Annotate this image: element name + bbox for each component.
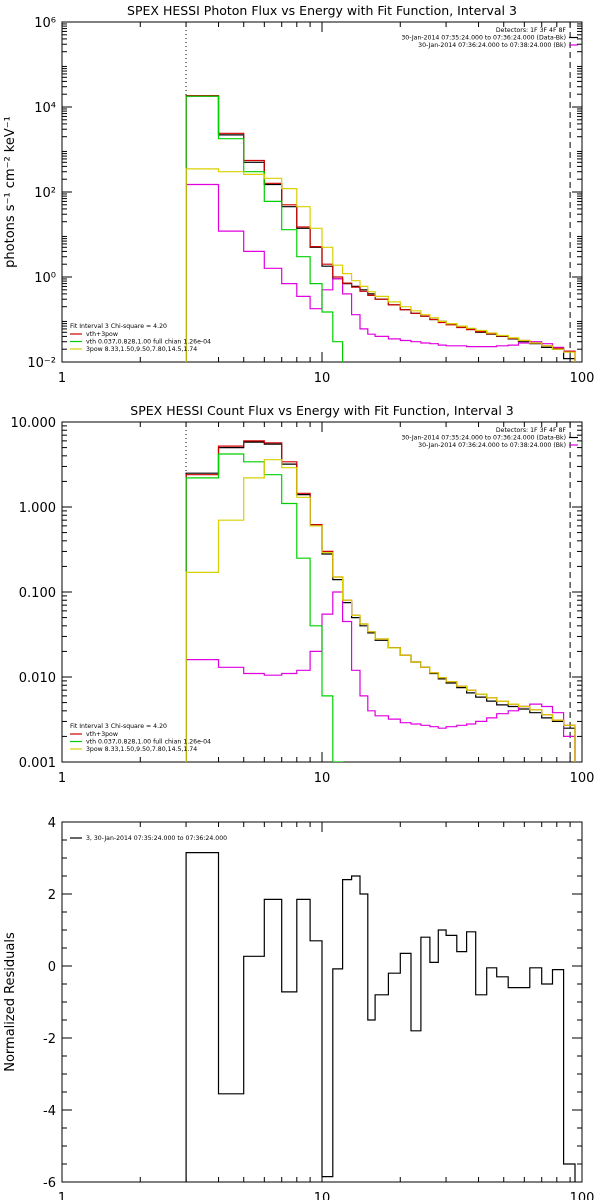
y-tick-label: -6 xyxy=(43,1176,56,1191)
vth-3pow-series-line xyxy=(185,95,576,362)
legend-topright-text: Detectors: 1F 3F 4F 8F xyxy=(496,27,567,34)
fit-legend-entry: vth+3pow xyxy=(86,731,118,738)
series-group xyxy=(185,852,576,1182)
legend-topright-text: 30-Jan-2014 07:35:24.000 to 07:36:24.000… xyxy=(401,35,566,42)
data-bk-series-line xyxy=(185,441,576,762)
y-tick-label: 2 xyxy=(48,888,56,903)
y-tick-label: 10⁴ xyxy=(34,101,56,116)
chart-title: SPEX HESSI Count Flux vs Energy with Fit… xyxy=(130,403,513,418)
vth-series-line xyxy=(185,453,344,762)
y-tick-label: 10⁰ xyxy=(34,271,56,286)
data-bk-series-line xyxy=(185,95,576,362)
legend-topright-text: Detectors: 1F 3F 4F 8F xyxy=(496,427,567,434)
fit-legend-entry: 3pow 8.33,1.50,9.50,7.80,14.5,1.74 xyxy=(86,346,197,353)
legend-topright-text: 30-Jan-2014 07:35:24.000 to 07:36:24.000… xyxy=(401,435,566,442)
x-tick-label: 1 xyxy=(58,771,66,786)
3pow-series-line xyxy=(185,459,576,762)
y-tick-label: 0.001 xyxy=(19,756,56,771)
legend-topright-text: 30-Jan-2014 07:36:24.000 to 07:38:24.000… xyxy=(418,442,566,449)
bk-series-line xyxy=(185,183,576,362)
photon-flux-chart: SPEX HESSI Photon Flux vs Energy with Fi… xyxy=(3,3,595,386)
3pow-series-line xyxy=(185,168,576,362)
vth-series-line xyxy=(185,95,344,362)
chart-title: SPEX HESSI Photon Flux vs Energy with Fi… xyxy=(127,3,517,18)
y-tick-label: 4 xyxy=(48,816,56,831)
residual-series-line xyxy=(185,852,576,1182)
y-tick-label: -2 xyxy=(43,1032,56,1047)
bk-series-line xyxy=(185,591,576,762)
vth-3pow-series-line xyxy=(185,440,576,762)
y-axis-label: Normalized Residuals xyxy=(3,932,18,1072)
count-flux-chart: SPEX HESSI Count Flux vs Energy with Fit… xyxy=(11,403,595,786)
y-tick-label: 1.000 xyxy=(19,501,56,516)
fit-legend-entry: 3pow 8.33,1.50,9.50,7.80,14.5,1.74 xyxy=(86,746,197,753)
x-tick-label: 10 xyxy=(314,1191,331,1200)
x-tick-label: 10 xyxy=(314,371,331,386)
x-tick-label: 100 xyxy=(570,1191,595,1200)
y-tick-label: 10⁶ xyxy=(34,16,56,31)
x-tick-label: 100 xyxy=(570,771,595,786)
residual-legend-text: 3, 30-Jan-2014 07:35:24.000 to 07:36:24.… xyxy=(86,835,227,842)
x-tick-label: 1 xyxy=(58,371,66,386)
legend-topright-text: 30-Jan-2014 07:36:24.000 to 07:38:24.000… xyxy=(418,42,566,49)
series-group xyxy=(185,95,576,362)
fit-legend-entry: vth 0.037,0.828,1.00 full chian 1.26e-04 xyxy=(86,339,211,346)
y-tick-label: 10⁻² xyxy=(27,356,56,371)
y-tick-label: 0.100 xyxy=(19,586,56,601)
fit-legend-header: Fit Interval 3 Chi-square = 4.20 xyxy=(70,323,167,330)
y-tick-label: -4 xyxy=(43,1104,56,1119)
plot-frame xyxy=(61,421,583,763)
fit-legend-header: Fit Interval 3 Chi-square = 4.20 xyxy=(70,723,167,730)
fit-legend-entry: vth+3pow xyxy=(86,331,118,338)
y-tick-label: 10² xyxy=(34,186,56,201)
fit-legend-entry: vth 0.037,0.828,1.00 full chian 1.26e-04 xyxy=(86,739,211,746)
y-tick-label: 0.010 xyxy=(19,671,56,686)
x-tick-label: 100 xyxy=(570,371,595,386)
y-tick-label: 10.000 xyxy=(11,416,57,431)
y-axis-label: photons s⁻¹ cm⁻² keV⁻¹ xyxy=(3,116,18,268)
series-group xyxy=(185,440,576,762)
x-tick-label: 10 xyxy=(314,771,331,786)
x-tick-label: 1 xyxy=(58,1191,66,1200)
residuals-chart: 1 10 100 -6 -4 -2 0 2 4 Normalized Residuals 3, 30… xyxy=(3,816,595,1200)
y-tick-label: 0 xyxy=(48,960,56,975)
